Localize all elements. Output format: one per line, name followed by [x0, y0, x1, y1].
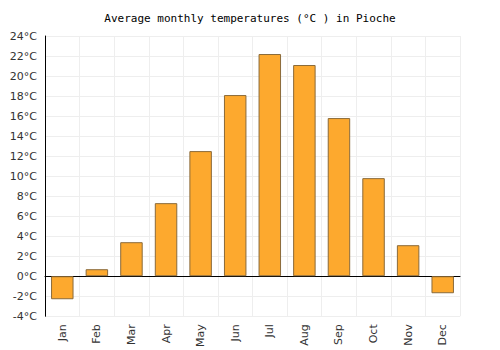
svg-text:Aug: Aug: [298, 324, 311, 345]
svg-text:24°C: 24°C: [10, 30, 37, 43]
svg-text:22°C: 22°C: [10, 50, 37, 63]
svg-text:14°C: 14°C: [10, 130, 37, 143]
svg-text:Oct: Oct: [367, 324, 380, 344]
svg-text:Feb: Feb: [90, 324, 103, 343]
svg-text:Apr: Apr: [160, 324, 173, 344]
svg-text:Sep: Sep: [332, 324, 345, 345]
svg-text:May: May: [194, 324, 207, 347]
svg-text:Jan: Jan: [56, 324, 69, 342]
svg-text:Nov: Nov: [402, 324, 415, 346]
svg-text:4°C: 4°C: [17, 230, 37, 243]
svg-text:0°C: 0°C: [17, 270, 37, 283]
svg-text:Mar: Mar: [125, 324, 138, 345]
svg-text:20°C: 20°C: [10, 70, 37, 83]
svg-text:8°C: 8°C: [17, 190, 37, 203]
svg-text:-2°C: -2°C: [13, 290, 37, 303]
svg-text:Average monthly temperatures (: Average monthly temperatures (°C ) in Pi…: [104, 12, 395, 25]
svg-text:6°C: 6°C: [17, 210, 37, 223]
svg-text:18°C: 18°C: [10, 90, 37, 103]
svg-text:2°C: 2°C: [17, 250, 37, 263]
svg-text:Jul: Jul: [263, 324, 276, 338]
svg-text:16°C: 16°C: [10, 110, 37, 123]
svg-text:10°C: 10°C: [10, 170, 37, 183]
svg-text:Dec: Dec: [436, 324, 449, 345]
svg-text:-4°C: -4°C: [13, 310, 37, 323]
svg-text:12°C: 12°C: [10, 150, 37, 163]
svg-text:Jun: Jun: [229, 324, 242, 342]
